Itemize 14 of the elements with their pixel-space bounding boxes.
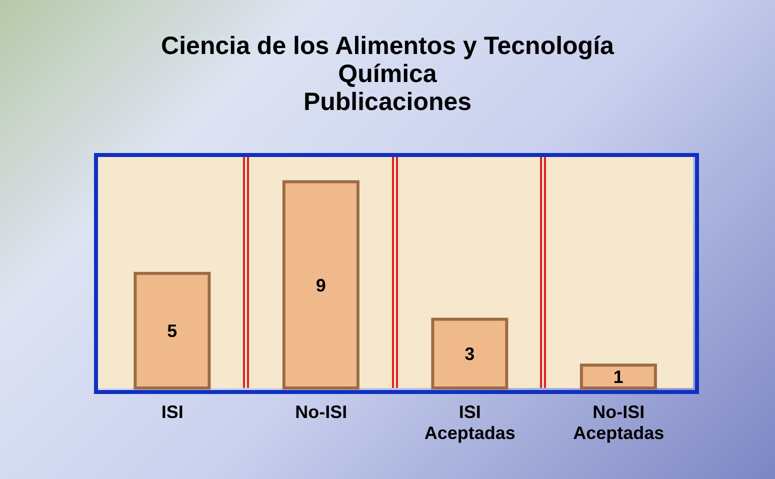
bar [431,318,508,390]
chart-subtitle: Publicaciones [302,88,473,116]
bar [134,272,211,390]
x-tick-label: ISI [161,402,184,422]
data-label: 5 [167,321,178,342]
x-tick-label: ISI Aceptadas [424,402,516,443]
x-tick-label: No-ISI Aceptadas [573,402,664,443]
data-label: 1 [613,366,624,387]
bar [282,180,360,390]
data-label: 3 [464,344,475,364]
data-label: 9 [316,275,326,296]
chart-title: Ciencia de los Alimentos y Tecnología Química [160,32,615,88]
x-tick-label: No-ISI [295,402,348,422]
bar [580,364,657,390]
